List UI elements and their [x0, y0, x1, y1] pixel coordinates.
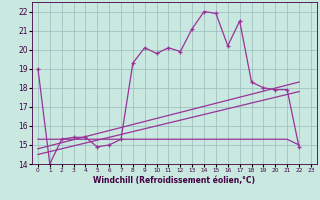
X-axis label: Windchill (Refroidissement éolien,°C): Windchill (Refroidissement éolien,°C) [93, 176, 255, 185]
